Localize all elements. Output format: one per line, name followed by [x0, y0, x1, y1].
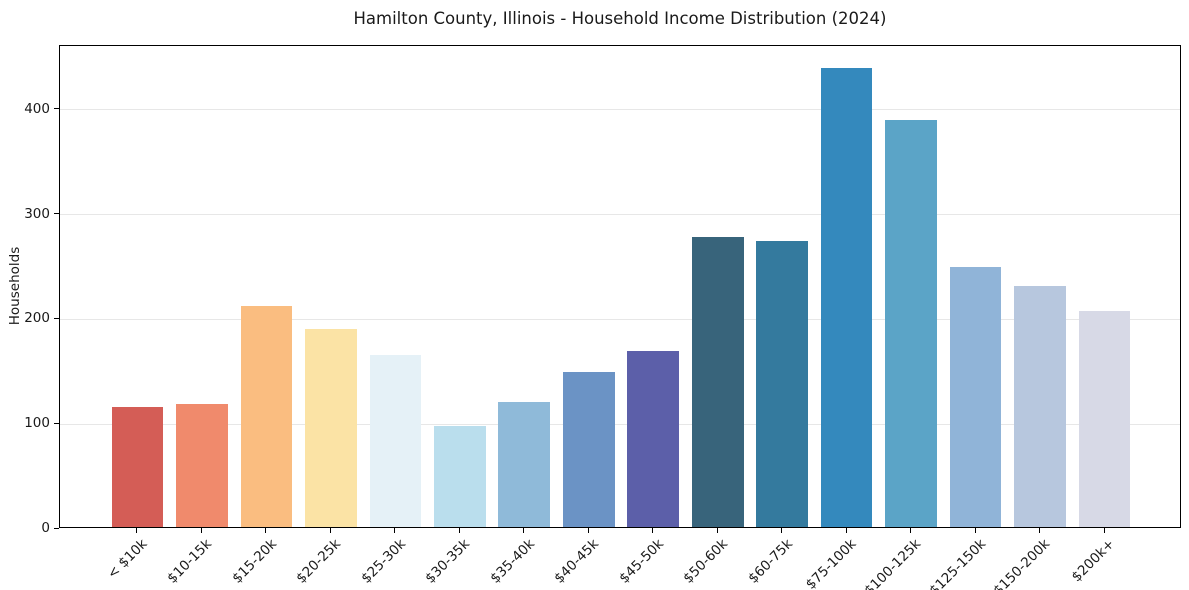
x-tick-label: $100-125k: [861, 536, 925, 590]
y-tick-mark-0: [54, 527, 59, 529]
x-tick-mark-4: [394, 528, 396, 533]
y-tick-label-200: 200: [24, 310, 50, 327]
bar-125-150k: [949, 267, 1002, 527]
x-tick-mark-5: [458, 528, 460, 533]
bar-15-20k: [240, 305, 293, 527]
x-tick-mark-3: [329, 528, 331, 533]
y-tick-mark-400: [54, 108, 59, 110]
x-tick-mark-11: [845, 528, 847, 533]
bar-200k: [1078, 311, 1131, 527]
chart-title: Hamilton County, Illinois - Household In…: [353, 9, 887, 28]
bar-60-75k: [756, 240, 808, 527]
bar-50-60k: [691, 236, 744, 527]
y-tick-label-100: 100: [24, 415, 50, 432]
x-tick-mark-10: [781, 528, 783, 533]
y-tick-label-300: 300: [24, 205, 50, 222]
x-tick-mark-12: [910, 528, 912, 533]
bar-10-15k: [176, 404, 228, 527]
x-tick-mark-13: [974, 528, 976, 533]
bar-45-50k: [627, 350, 680, 527]
gridline-y-300: [60, 214, 1180, 216]
x-tick-mark-14: [1039, 528, 1041, 533]
y-tick-mark-200: [54, 317, 59, 319]
bar-150-200k: [1014, 286, 1066, 527]
x-tick-mark-15: [1103, 528, 1105, 533]
x-tick-label: $45-50k: [615, 536, 667, 587]
y-tick-mark-100: [54, 422, 59, 424]
x-tick-label: < $10k: [104, 536, 151, 583]
x-tick-mark-9: [716, 528, 718, 533]
x-tick-mark-1: [200, 528, 202, 533]
x-tick-label: $35-40k: [486, 536, 538, 587]
x-tick-label: $200k+: [1068, 536, 1118, 586]
x-tick-label: $25-30k: [357, 536, 409, 587]
x-tick-label: $40-45k: [551, 536, 603, 587]
x-tick-label: $50-60k: [680, 536, 732, 587]
x-tick-label: $60-75k: [744, 536, 796, 587]
y-tick-label-0: 0: [41, 520, 50, 536]
bar-75-100k: [820, 68, 873, 527]
x-tick-label: $125-150k: [926, 536, 989, 590]
gridline-y-200: [60, 318, 1180, 320]
x-tick-label: $10-15k: [164, 536, 216, 587]
x-tick-label: $15-20k: [228, 536, 280, 587]
bar-20-25k: [305, 328, 357, 527]
x-tick-label: $30-35k: [422, 536, 474, 587]
x-tick-label: $150-200k: [990, 536, 1054, 590]
y-tick-label-400: 400: [24, 100, 50, 117]
x-tick-mark-0: [136, 528, 138, 533]
gridline-y-100: [60, 423, 1180, 425]
bar-40-45k: [562, 371, 615, 527]
x-tick-label: $20-25k: [293, 536, 345, 587]
plot-area: [59, 45, 1181, 528]
x-tick-mark-2: [265, 528, 267, 533]
y-tick-mark-300: [54, 213, 59, 215]
bar-10k: [111, 406, 164, 527]
x-tick-label: $75-100k: [803, 536, 861, 590]
x-tick-mark-8: [652, 528, 654, 533]
bar-30-35k: [434, 426, 486, 527]
gridline-y-400: [60, 109, 1180, 111]
x-tick-mark-7: [587, 528, 589, 533]
bar-25-30k: [369, 355, 422, 527]
bar-35-40k: [498, 402, 551, 527]
x-tick-mark-6: [523, 528, 525, 533]
bar-100-125k: [885, 120, 937, 527]
